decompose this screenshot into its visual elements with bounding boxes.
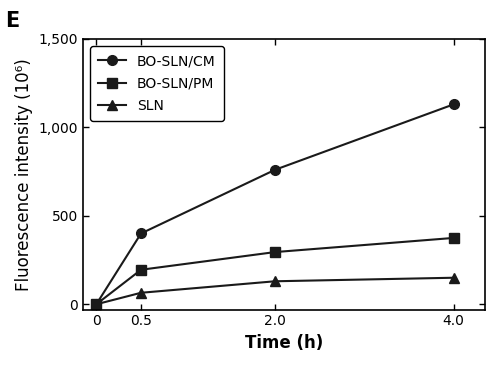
BO-SLN/PM bbox=[138, 268, 144, 272]
BO-SLN/CM bbox=[94, 302, 100, 306]
BO-SLN/PM bbox=[94, 302, 100, 306]
X-axis label: Time (h): Time (h) bbox=[245, 334, 323, 352]
SLN bbox=[450, 276, 456, 280]
Line: SLN: SLN bbox=[92, 273, 458, 309]
SLN bbox=[94, 302, 100, 306]
Text: E: E bbox=[5, 11, 19, 31]
Line: BO-SLN/CM: BO-SLN/CM bbox=[92, 99, 458, 309]
BO-SLN/CM bbox=[272, 168, 278, 172]
BO-SLN/CM bbox=[138, 231, 144, 236]
BO-SLN/CM bbox=[450, 102, 456, 106]
Y-axis label: Fluorescence intensity (10⁶): Fluorescence intensity (10⁶) bbox=[15, 58, 33, 291]
BO-SLN/PM bbox=[272, 250, 278, 254]
Legend: BO-SLN/CM, BO-SLN/PM, SLN: BO-SLN/CM, BO-SLN/PM, SLN bbox=[90, 46, 224, 121]
SLN bbox=[272, 279, 278, 283]
Line: BO-SLN/PM: BO-SLN/PM bbox=[92, 233, 458, 309]
BO-SLN/PM bbox=[450, 236, 456, 240]
SLN bbox=[138, 291, 144, 295]
